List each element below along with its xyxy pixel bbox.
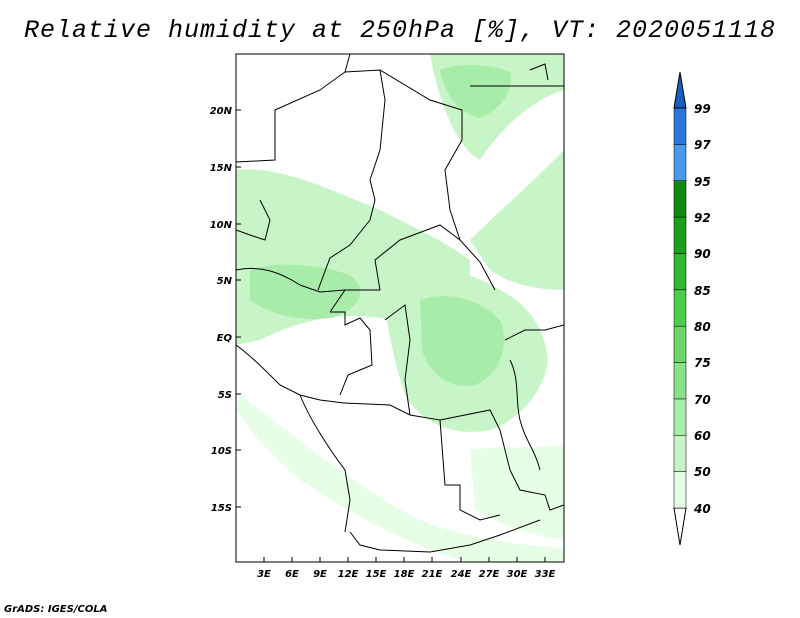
humidity-band-east bbox=[470, 150, 564, 290]
lon-tick-label: 18E bbox=[394, 569, 415, 580]
lon-tick-label: 30E bbox=[507, 569, 528, 580]
humidity-core-north bbox=[440, 64, 511, 118]
humidity-core-central bbox=[420, 296, 504, 386]
colorbar-segment bbox=[673, 362, 687, 400]
colorbar-segment bbox=[673, 289, 687, 327]
lat-tick-label: 5N bbox=[217, 276, 233, 287]
colorbar-label: 95 bbox=[694, 175, 711, 189]
lon-tick-label: 15E bbox=[366, 569, 387, 580]
lon-tick-label: 21E bbox=[422, 569, 443, 580]
lat-tick-label: 15N bbox=[210, 163, 233, 174]
lat-tick-label: 20N bbox=[210, 106, 233, 117]
colorbar: 40 50 60 70 75 80 85 90 92 95 97 99 bbox=[673, 71, 711, 546]
lon-tick-label: 12E bbox=[338, 569, 359, 580]
lat-ticks bbox=[236, 109, 241, 508]
humidity-band-swirl bbox=[236, 395, 564, 562]
borders bbox=[236, 54, 564, 553]
colorbar-segment bbox=[673, 216, 687, 254]
colorbar-label: 40 bbox=[693, 502, 711, 516]
colorbar-label: 85 bbox=[694, 284, 711, 298]
lat-tick-label: 15S bbox=[211, 503, 232, 514]
colorbar-bottom-triangle bbox=[673, 507, 687, 546]
colorbar-segment bbox=[673, 398, 687, 436]
colorbar-label: 75 bbox=[694, 356, 711, 370]
grads-credit: GrADS: IGES/COLA bbox=[4, 604, 108, 615]
map-title: Relative humidity at 250hPa [%], VT: 202… bbox=[23, 16, 777, 45]
lat-tick-label: EQ bbox=[217, 333, 233, 344]
humidity-field bbox=[236, 54, 564, 562]
map-frame bbox=[235, 53, 565, 563]
colorbar-segment bbox=[673, 107, 687, 145]
colorbar-top-triangle bbox=[673, 71, 687, 109]
lon-tick-label: 24E bbox=[451, 569, 472, 580]
colorbar-label: 97 bbox=[694, 138, 711, 152]
humidity-core-west bbox=[250, 264, 361, 320]
colorbar-label: 80 bbox=[694, 320, 711, 334]
lon-tick-label: 6E bbox=[285, 569, 299, 580]
colorbar-label: 60 bbox=[694, 429, 711, 443]
colorbar-segment bbox=[673, 471, 687, 509]
colorbar-segment bbox=[673, 325, 687, 363]
colorbar-segment bbox=[673, 144, 687, 181]
colorbar-label: 50 bbox=[694, 465, 711, 479]
colorbar-label: 90 bbox=[694, 247, 711, 261]
lat-tick-label: 10S bbox=[211, 446, 232, 457]
lon-ticks bbox=[263, 557, 546, 562]
colorbar-label: 99 bbox=[694, 102, 711, 116]
lon-tick-label: 9E bbox=[313, 569, 327, 580]
lon-tick-label: 33E bbox=[535, 569, 556, 580]
lon-tick-label: 3E bbox=[257, 569, 271, 580]
lat-tick-label: 5S bbox=[218, 390, 232, 401]
colorbar-label: 92 bbox=[694, 211, 711, 225]
colorbar-segment bbox=[673, 435, 687, 472]
colorbar-segment bbox=[673, 180, 687, 218]
colorbar-segment bbox=[673, 253, 687, 291]
colorbar-label: 70 bbox=[694, 393, 711, 407]
lon-tick-label: 27E bbox=[479, 569, 500, 580]
lat-tick-label: 10N bbox=[210, 220, 233, 231]
